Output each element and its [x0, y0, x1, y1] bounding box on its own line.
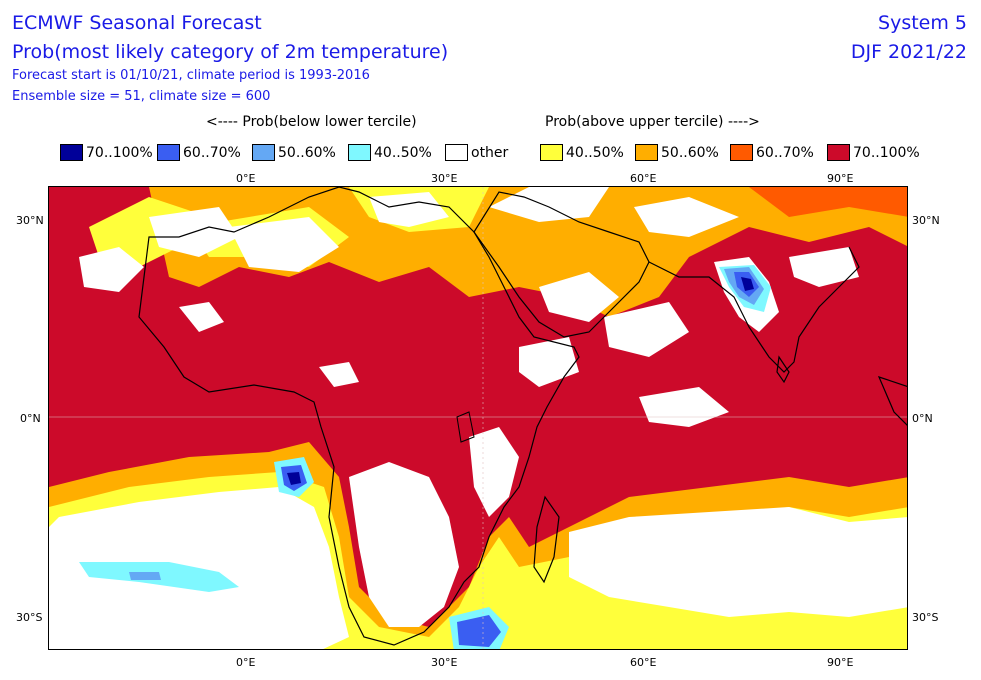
field-50-60-below — [129, 572, 161, 580]
field-other — [469, 427, 519, 517]
legend-item: 70..100% — [60, 144, 153, 161]
lon-tick-bottom: 60°E — [630, 656, 657, 669]
lake-victoria-outline — [456, 411, 475, 443]
lon-tick-top: 0°E — [236, 172, 256, 185]
legend-label: 50..60% — [661, 144, 719, 161]
season-label: DJF 2021/22 — [850, 41, 967, 63]
legend-item: 60..70% — [730, 144, 814, 161]
lat-tick-right: 30°S — [912, 611, 939, 624]
forecast-info: Forecast start is 01/10/21, climate peri… — [12, 68, 370, 83]
lon-tick-bottom: 30°E — [431, 656, 458, 669]
field-other — [349, 462, 459, 627]
legend-swatch — [635, 144, 658, 161]
legend-item: 40..50% — [348, 144, 432, 161]
lon-tick-bottom: 0°E — [236, 656, 256, 669]
legend: 70..100% 60..70% 50..60% 40..50% other 4… — [60, 144, 940, 166]
field-other — [539, 272, 619, 322]
legend-item: 50..60% — [252, 144, 336, 161]
legend-label: 50..60% — [278, 144, 336, 161]
field-other — [79, 247, 144, 292]
legend-swatch — [445, 144, 468, 161]
legend-swatch — [157, 144, 180, 161]
lon-tick-bottom: 90°E — [827, 656, 854, 669]
map-subtitle: Prob(most likely category of 2m temperat… — [12, 41, 449, 63]
lat-tick-left: 30°N — [16, 214, 44, 227]
legend-item: 40..50% — [540, 144, 624, 161]
legend-below-title: <---- Prob(below lower tercile) — [206, 114, 417, 130]
india-coastline — [648, 246, 860, 373]
legend-swatch — [827, 144, 850, 161]
legend-swatch — [540, 144, 563, 161]
africa-coastline — [138, 187, 580, 646]
field-other — [789, 247, 859, 287]
field-other — [319, 362, 359, 387]
field-60-70-below — [457, 615, 501, 647]
legend-label: 40..50% — [374, 144, 432, 161]
legend-label: other — [471, 144, 509, 161]
legend-label: 60..70% — [756, 144, 814, 161]
field-70-100-below — [741, 277, 754, 291]
field-60-70-above — [749, 187, 907, 217]
field-other — [604, 302, 689, 357]
field-70-100-below — [287, 472, 301, 485]
legend-swatch — [60, 144, 83, 161]
arabia-coastline — [473, 191, 650, 338]
lat-tick-left: 30°S — [16, 611, 43, 624]
ensemble-info: Ensemble size = 51, climate size = 600 — [12, 89, 271, 104]
madagascar-coastline — [533, 495, 560, 584]
legend-label: 70..100% — [853, 144, 920, 161]
map-svg — [49, 187, 907, 649]
lon-tick-top: 90°E — [827, 172, 854, 185]
field-other — [369, 192, 449, 227]
lon-tick-top: 60°E — [630, 172, 657, 185]
system-label: System 5 — [878, 12, 967, 34]
legend-item: 60..70% — [157, 144, 241, 161]
field-other — [519, 337, 579, 387]
lat-tick-right: 30°N — [912, 214, 940, 227]
map-title: ECMWF Seasonal Forecast — [12, 12, 262, 34]
lon-tick-top: 30°E — [431, 172, 458, 185]
legend-item: 70..100% — [827, 144, 920, 161]
lat-tick-right: 0°N — [912, 412, 933, 425]
legend-above-title: Prob(above upper tercile) ----> — [545, 114, 760, 130]
field-other — [569, 507, 907, 617]
field-other — [179, 302, 224, 332]
field-other — [229, 217, 339, 272]
legend-swatch — [348, 144, 371, 161]
legend-label: 60..70% — [183, 144, 241, 161]
legend-swatch — [252, 144, 275, 161]
legend-item: 50..60% — [635, 144, 719, 161]
legend-label: 40..50% — [566, 144, 624, 161]
probability-map — [48, 186, 908, 650]
lat-tick-left: 0°N — [20, 412, 41, 425]
sumatra-coastline — [877, 376, 907, 426]
field-other — [634, 197, 739, 237]
legend-swatch — [730, 144, 753, 161]
srilanka-coastline — [776, 355, 790, 384]
legend-item: other — [445, 144, 508, 161]
legend-label: 70..100% — [86, 144, 153, 161]
